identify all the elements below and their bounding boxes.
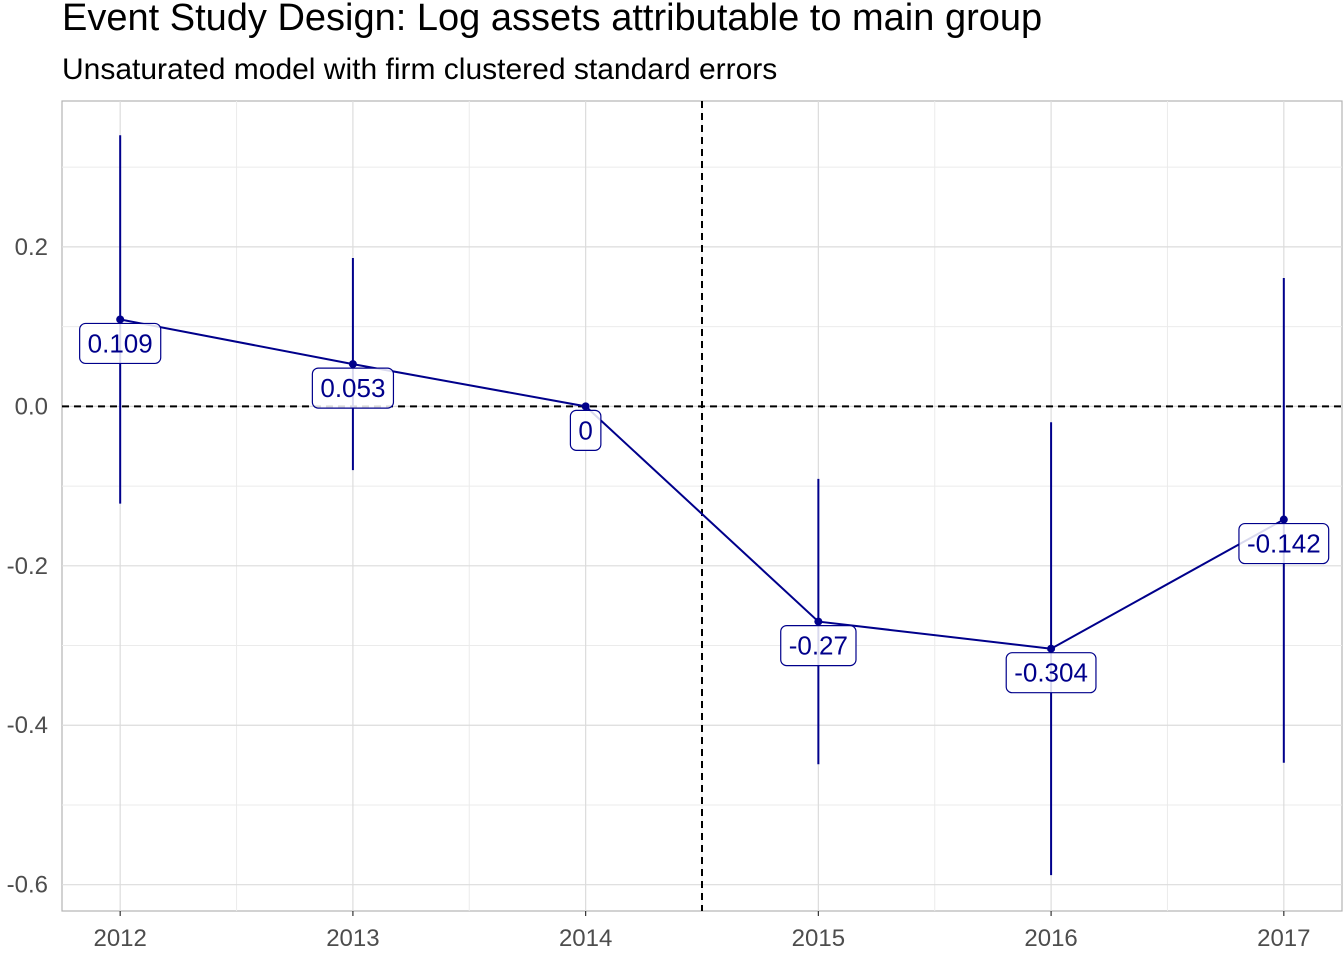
data-label-group: -0.304 [1005, 652, 1097, 694]
x-tick-label: 2017 [1257, 925, 1310, 952]
x-tick-label: 2016 [1024, 925, 1077, 952]
data-label-group: 0 [569, 409, 602, 451]
data-label-box [1238, 522, 1330, 565]
series-polyline [119, 318, 1285, 650]
data-label: 0.109 [88, 328, 153, 358]
data-label: -0.142 [1247, 529, 1321, 559]
y-tick-label: -0.4 [7, 712, 48, 739]
data-point [581, 402, 590, 411]
x-tick-label: 2014 [559, 925, 612, 952]
data-label-box [1005, 652, 1097, 694]
x-tick-label: 2013 [326, 925, 379, 952]
x-tick-label: 2012 [93, 925, 146, 952]
data-point [116, 315, 125, 324]
data-label-group: 0.109 [79, 322, 162, 365]
data-label-box [780, 625, 857, 667]
data-label-group: 0.053 [311, 367, 395, 409]
data-point [1279, 515, 1288, 524]
data-labels: 0.109 0.053 0 -0.27 -0.304 -0.142 [79, 322, 1330, 694]
data-points [116, 315, 1288, 653]
y-tick-label: 0.0 [15, 393, 48, 420]
data-point [1047, 644, 1056, 653]
series-line [119, 318, 1285, 650]
y-tick-label: 0.2 [15, 234, 48, 261]
x-tick-label: 2015 [792, 925, 845, 952]
y-axis: 0.2 0.0 -0.2 -0.4 -0.6 [7, 234, 48, 899]
data-label: -0.27 [789, 631, 848, 661]
data-label: 0 [578, 415, 592, 445]
data-label-box [79, 322, 162, 365]
data-label-group: -0.27 [780, 625, 857, 667]
reference-lines [62, 101, 1342, 911]
x-axis: 2012 2013 2014 2015 2016 2017 [93, 911, 1311, 952]
data-label-box [569, 409, 602, 451]
y-tick-label: -0.2 [7, 553, 48, 580]
data-point [814, 617, 823, 626]
chart-subtitle: Unsaturated model with firm clustered st… [62, 53, 777, 86]
chart-title: Event Study Design: Log assets attributa… [62, 0, 1042, 39]
y-tick-label: -0.6 [7, 872, 48, 899]
data-label-group: -0.142 [1238, 522, 1330, 565]
data-label-box [311, 367, 395, 409]
data-point [348, 360, 357, 369]
data-label: 0.053 [320, 373, 385, 403]
data-label: -0.304 [1014, 658, 1088, 688]
